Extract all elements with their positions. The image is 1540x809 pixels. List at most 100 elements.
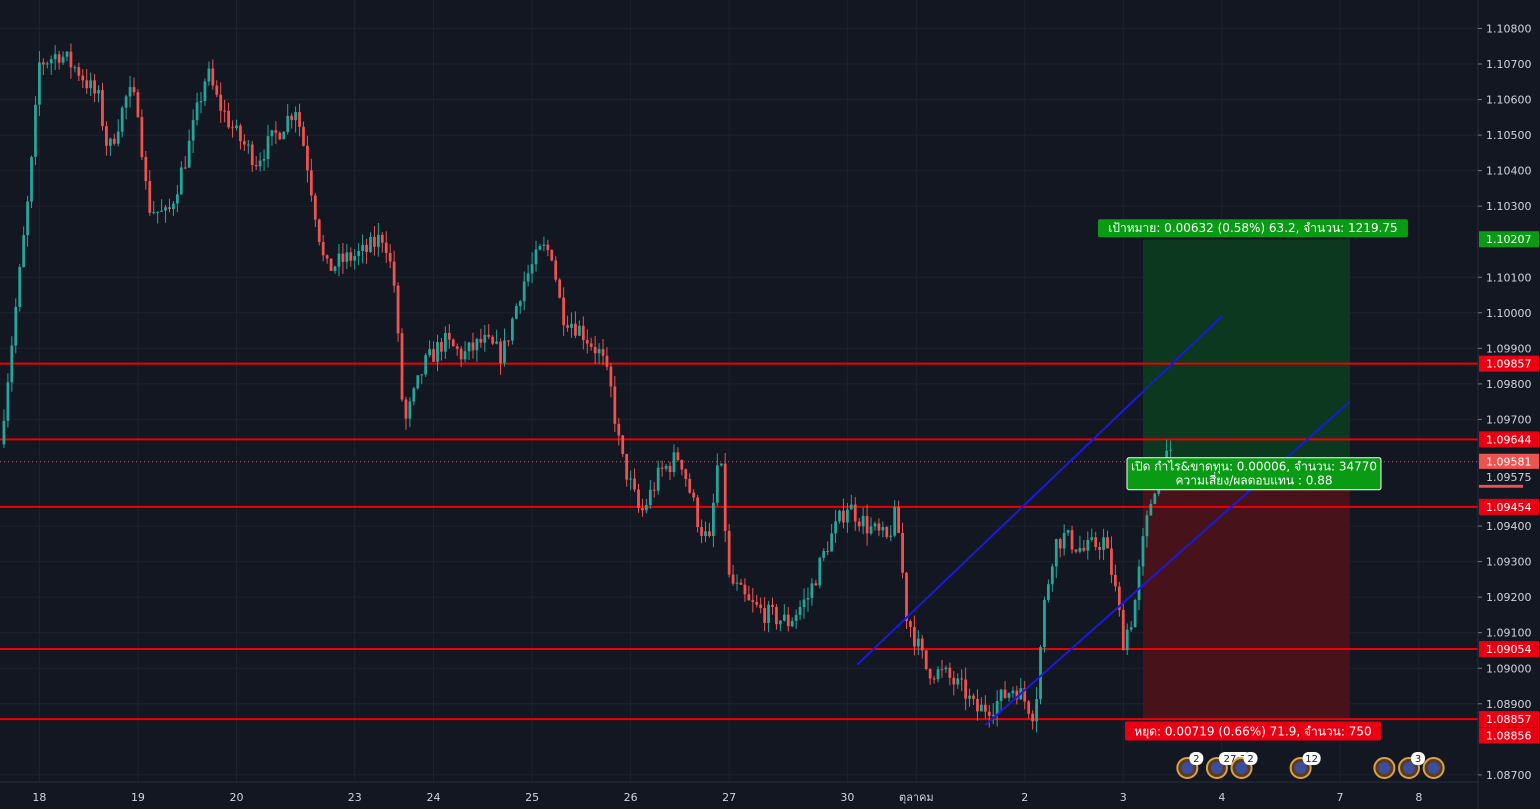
candle-body [373, 236, 376, 247]
candle-body [89, 80, 93, 89]
candle-body [223, 110, 227, 112]
candle-body [341, 253, 345, 262]
candle-body [794, 614, 798, 621]
event-badge-count: 2 [1193, 754, 1199, 765]
candle-body [10, 345, 14, 383]
candle-body [231, 127, 234, 129]
candle-body [388, 252, 392, 262]
time-tick-label: 2 [1021, 791, 1028, 804]
candle-body [865, 516, 869, 534]
candle-body [440, 342, 443, 352]
candle-body [124, 96, 128, 108]
candle-body [242, 141, 246, 145]
candle-body [680, 460, 684, 470]
candle-body [581, 325, 585, 341]
candle-body [889, 535, 893, 537]
candle-body [510, 318, 514, 341]
candle-body [495, 341, 498, 344]
candle-body [282, 132, 286, 140]
candle-body [333, 266, 337, 271]
candle-body [250, 144, 254, 166]
candle-body [810, 583, 814, 598]
candle-body [743, 584, 747, 595]
event-flag-inner-icon [1403, 762, 1416, 774]
candle-body [652, 489, 656, 491]
candle-body [345, 252, 349, 262]
candle-body [309, 170, 313, 196]
candle-body [672, 452, 676, 473]
candle-body [41, 62, 45, 65]
candle-body [853, 504, 857, 522]
candle-body [321, 241, 325, 256]
candle-body [518, 301, 522, 307]
candle-body [1129, 627, 1133, 630]
candle-body [77, 67, 81, 76]
candle-body [1110, 548, 1113, 575]
candle-body [459, 348, 463, 360]
candle-body [838, 510, 841, 522]
candle-body [424, 355, 428, 375]
price-tick-label: 1.09200 [1486, 591, 1532, 604]
candle-body [633, 478, 636, 490]
event-icons[interactable]: 227:32123 [1176, 752, 1445, 779]
candle-body [601, 349, 605, 356]
candle-body [593, 346, 597, 354]
candle-body [1102, 537, 1105, 550]
candle-body [629, 478, 632, 480]
candle-body [1078, 547, 1082, 552]
candle-body [148, 181, 152, 213]
candle-body [376, 234, 380, 247]
candle-body [156, 211, 160, 213]
candle-body [278, 132, 282, 140]
candle-body [641, 508, 644, 511]
candle-body [1094, 537, 1098, 547]
candle-body [81, 75, 85, 81]
candle-body [826, 550, 830, 552]
candle-body [1011, 690, 1015, 694]
candle-body [668, 465, 672, 473]
candle-body [329, 258, 333, 271]
candle-body [1145, 515, 1149, 537]
event-flag-inner-icon [1181, 762, 1194, 774]
candle-body [660, 467, 664, 469]
candle-body [1007, 693, 1011, 698]
candle-body [857, 521, 861, 527]
candle-body [195, 102, 199, 121]
candle-body [522, 281, 526, 302]
candle-body [747, 594, 751, 601]
trend-channel[interactable] [856, 315, 1351, 726]
candle-body [191, 120, 195, 141]
candle-body [983, 704, 987, 712]
candle-body [696, 497, 699, 528]
candle-body [1114, 574, 1117, 587]
level-price-tag-box [1479, 498, 1539, 515]
candle-body [574, 323, 577, 336]
event-flag-inner-icon [1210, 762, 1223, 774]
event-flag-inner-icon [1427, 762, 1440, 774]
candle-body [400, 333, 404, 400]
candle-body [849, 504, 853, 510]
stop-label-box [1124, 721, 1381, 741]
candle-body [767, 604, 770, 623]
candle-body [948, 667, 952, 678]
candle-body [408, 401, 412, 419]
event-flag-inner-icon [1378, 762, 1391, 774]
candle-body [499, 341, 502, 364]
candle-body [538, 245, 542, 250]
time-tick-label: 3 [1120, 791, 1127, 804]
candle-body [546, 244, 550, 250]
candle-body [475, 339, 479, 351]
candle-body [534, 249, 538, 265]
price-tick-label: 1.09700 [1486, 413, 1532, 426]
candle-body [830, 533, 834, 552]
candle-body [85, 80, 89, 89]
time-tick-label: 25 [525, 791, 539, 804]
candle-body [940, 669, 944, 671]
candle-body [554, 260, 558, 280]
candle-body [132, 87, 136, 93]
event-badge-count: 3 [1415, 754, 1421, 765]
candle-body [215, 85, 219, 95]
time-tick-label: 27 [722, 791, 736, 804]
position-labels: เป้าหมาย: 0.00632 (0.58%) 63.2, จำนวน: 1… [1097, 219, 1408, 741]
